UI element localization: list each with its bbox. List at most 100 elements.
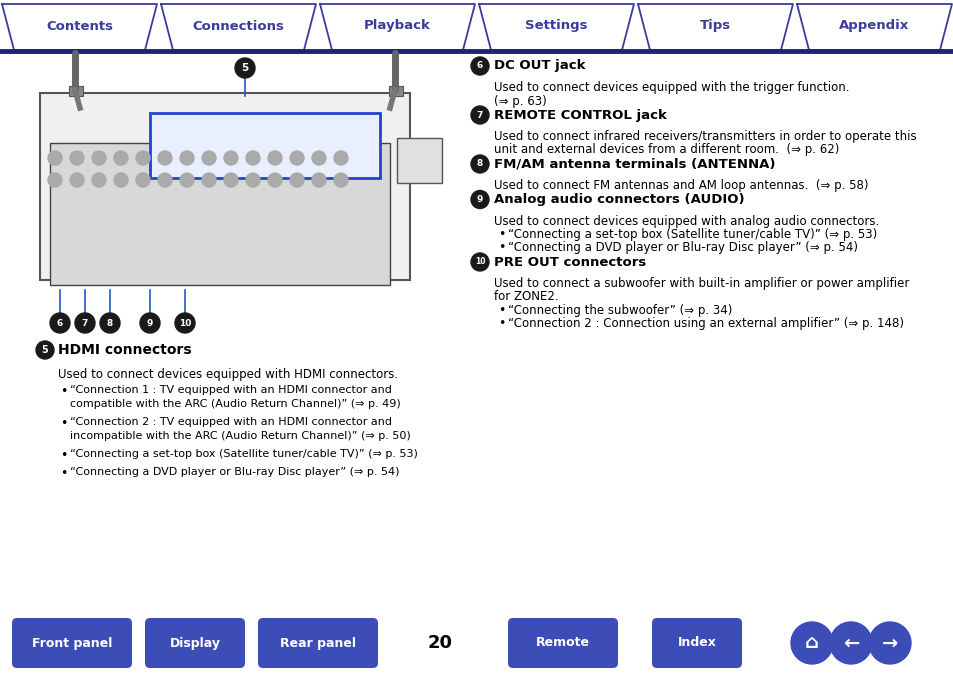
Text: 9: 9 bbox=[147, 318, 153, 328]
Circle shape bbox=[158, 173, 172, 187]
Circle shape bbox=[113, 173, 128, 187]
Circle shape bbox=[471, 155, 489, 173]
Circle shape bbox=[36, 341, 54, 359]
Text: 7: 7 bbox=[476, 110, 482, 120]
Text: “Connection 2 : TV equipped with an HDMI connector and: “Connection 2 : TV equipped with an HDMI… bbox=[70, 417, 392, 427]
Text: Front panel: Front panel bbox=[31, 637, 112, 649]
Text: 10: 10 bbox=[178, 318, 191, 328]
FancyBboxPatch shape bbox=[145, 618, 245, 668]
Text: Playback: Playback bbox=[364, 20, 431, 32]
FancyBboxPatch shape bbox=[257, 618, 377, 668]
Bar bbox=[69, 86, 83, 96]
Circle shape bbox=[334, 173, 348, 187]
Text: FM/AM antenna terminals (ANTENNA): FM/AM antenna terminals (ANTENNA) bbox=[494, 157, 775, 170]
Text: Tips: Tips bbox=[700, 20, 730, 32]
Circle shape bbox=[312, 151, 326, 165]
Circle shape bbox=[334, 151, 348, 165]
Circle shape bbox=[471, 106, 489, 124]
Bar bbox=[389, 86, 402, 96]
Circle shape bbox=[290, 173, 304, 187]
Circle shape bbox=[268, 151, 282, 165]
Circle shape bbox=[471, 190, 489, 209]
Circle shape bbox=[202, 173, 215, 187]
Text: “Connection 2 : Connection using an external amplifier” (⇒ p. 148): “Connection 2 : Connection using an exte… bbox=[507, 318, 903, 330]
Polygon shape bbox=[161, 4, 315, 50]
FancyBboxPatch shape bbox=[12, 618, 132, 668]
Polygon shape bbox=[796, 4, 951, 50]
Text: 10: 10 bbox=[475, 258, 485, 267]
Circle shape bbox=[246, 151, 260, 165]
Circle shape bbox=[91, 151, 106, 165]
Text: Contents: Contents bbox=[46, 20, 112, 32]
Text: Rear panel: Rear panel bbox=[280, 637, 355, 649]
Text: Used to connect devices equipped with analog audio connectors.: Used to connect devices equipped with an… bbox=[494, 215, 879, 227]
Text: Appendix: Appendix bbox=[839, 20, 908, 32]
Text: •: • bbox=[60, 449, 68, 462]
Text: Remote: Remote bbox=[536, 637, 589, 649]
Text: 8: 8 bbox=[476, 160, 482, 168]
Bar bbox=[150, 113, 379, 178]
FancyBboxPatch shape bbox=[651, 618, 741, 668]
Circle shape bbox=[75, 313, 95, 333]
Circle shape bbox=[136, 151, 150, 165]
Circle shape bbox=[140, 313, 160, 333]
Text: “Connecting the subwoofer” (⇒ p. 34): “Connecting the subwoofer” (⇒ p. 34) bbox=[507, 304, 732, 317]
Bar bbox=[40, 93, 410, 280]
Text: “Connecting a set-top box (Satellite tuner/cable TV)” (⇒ p. 53): “Connecting a set-top box (Satellite tun… bbox=[70, 449, 417, 459]
Bar bbox=[396, 138, 441, 183]
Text: Index: Index bbox=[677, 637, 716, 649]
Circle shape bbox=[48, 173, 62, 187]
Text: Used to connect devices equipped with the trigger function.: Used to connect devices equipped with th… bbox=[494, 81, 848, 94]
Circle shape bbox=[48, 151, 62, 165]
Polygon shape bbox=[319, 4, 475, 50]
Text: unit and external devices from a different room.  (⇒ p. 62): unit and external devices from a differe… bbox=[494, 143, 839, 157]
Circle shape bbox=[180, 173, 193, 187]
Text: “Connection 1 : TV equipped with an HDMI connector and: “Connection 1 : TV equipped with an HDMI… bbox=[70, 385, 392, 395]
Text: ←: ← bbox=[841, 633, 859, 653]
Circle shape bbox=[224, 173, 237, 187]
Circle shape bbox=[312, 173, 326, 187]
Polygon shape bbox=[478, 4, 634, 50]
Text: •: • bbox=[497, 318, 505, 330]
Text: Analog audio connectors (AUDIO): Analog audio connectors (AUDIO) bbox=[494, 193, 744, 206]
Text: HDMI connectors: HDMI connectors bbox=[58, 343, 192, 357]
Text: 5: 5 bbox=[241, 63, 249, 73]
Circle shape bbox=[471, 253, 489, 271]
Text: •: • bbox=[60, 467, 68, 480]
Text: •: • bbox=[497, 228, 505, 241]
Circle shape bbox=[158, 151, 172, 165]
Text: •: • bbox=[60, 417, 68, 430]
Text: “Connecting a set-top box (Satellite tuner/cable TV)” (⇒ p. 53): “Connecting a set-top box (Satellite tun… bbox=[507, 228, 877, 241]
FancyBboxPatch shape bbox=[507, 618, 618, 668]
Text: “Connecting a DVD player or Blu-ray Disc player” (⇒ p. 54): “Connecting a DVD player or Blu-ray Disc… bbox=[507, 242, 857, 254]
Text: Connections: Connections bbox=[193, 20, 284, 32]
Bar bbox=[50, 143, 390, 285]
Text: Used to connect devices equipped with HDMI connectors.: Used to connect devices equipped with HD… bbox=[58, 368, 397, 381]
Text: •: • bbox=[497, 304, 505, 317]
Circle shape bbox=[471, 57, 489, 75]
Circle shape bbox=[829, 622, 871, 664]
Text: →: → bbox=[881, 633, 897, 653]
Text: 9: 9 bbox=[476, 195, 482, 204]
Text: (⇒ p. 63): (⇒ p. 63) bbox=[494, 94, 546, 108]
Text: incompatible with the ARC (Audio Return Channel)” (⇒ p. 50): incompatible with the ARC (Audio Return … bbox=[70, 431, 411, 441]
Text: •: • bbox=[497, 242, 505, 254]
Polygon shape bbox=[2, 4, 157, 50]
Circle shape bbox=[100, 313, 120, 333]
Circle shape bbox=[224, 151, 237, 165]
Text: PRE OUT connectors: PRE OUT connectors bbox=[494, 256, 645, 269]
Text: DC OUT jack: DC OUT jack bbox=[494, 59, 585, 73]
Circle shape bbox=[70, 151, 84, 165]
Circle shape bbox=[70, 173, 84, 187]
Text: REMOTE CONTROL jack: REMOTE CONTROL jack bbox=[494, 108, 666, 122]
Circle shape bbox=[202, 151, 215, 165]
Text: Used to connect a subwoofer with built-in amplifier or power amplifier: Used to connect a subwoofer with built-i… bbox=[494, 277, 908, 290]
Text: 20: 20 bbox=[427, 634, 452, 652]
Polygon shape bbox=[638, 4, 792, 50]
Circle shape bbox=[868, 622, 910, 664]
Text: 8: 8 bbox=[107, 318, 113, 328]
Circle shape bbox=[246, 173, 260, 187]
Circle shape bbox=[50, 313, 70, 333]
Text: 7: 7 bbox=[82, 318, 88, 328]
Text: Used to connect infrared receivers/transmitters in order to operate this: Used to connect infrared receivers/trans… bbox=[494, 130, 916, 143]
